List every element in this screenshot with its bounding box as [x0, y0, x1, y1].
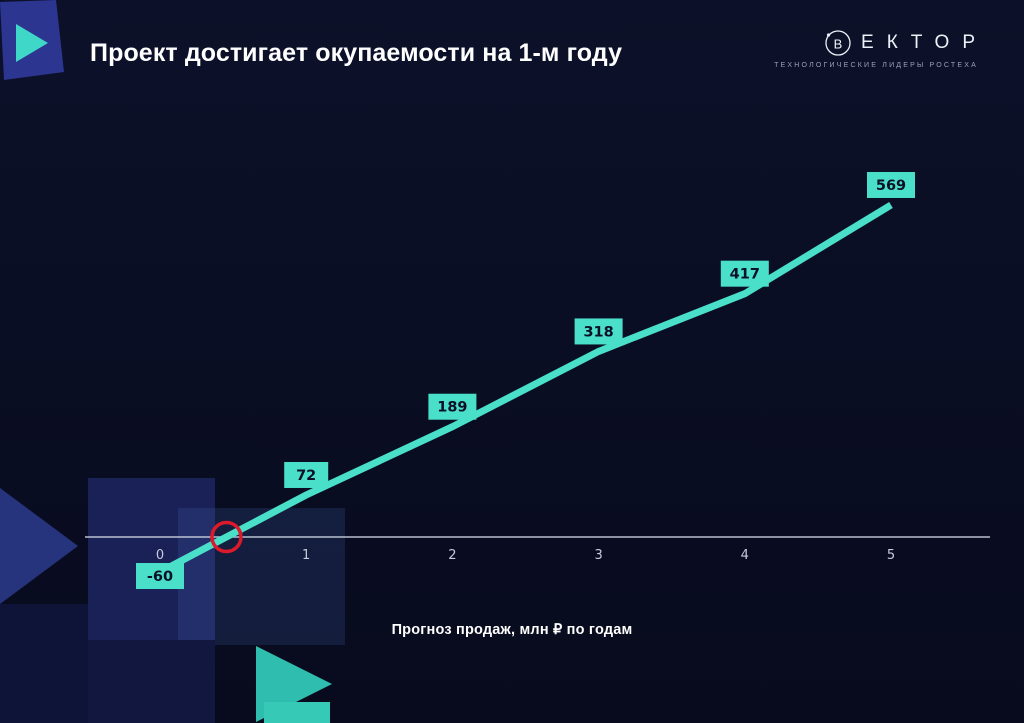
data-label-value: 318: [583, 324, 613, 340]
x-tick-label: 1: [302, 548, 310, 563]
data-label-box: [574, 318, 623, 345]
page-title: Проект достигает окупаемости на 1-м году: [90, 39, 623, 67]
data-label-box: [428, 393, 477, 420]
x-tick-label: 2: [448, 548, 456, 563]
brand-logo-row: В ЕКТОР: [774, 28, 988, 58]
x-tick-label: 3: [594, 548, 602, 563]
brand-circle-icon: В: [825, 30, 851, 56]
data-label-box: [867, 171, 915, 198]
data-label-value: 417: [730, 267, 760, 283]
brand-letters: ЕКТОР: [861, 32, 988, 53]
brand-tagline: ТЕХНОЛОГИЧЕСКИЕ ЛИДЕРЫ РОСТЕХА: [774, 62, 978, 69]
chart-caption: Прогноз продаж, млн ₽ по годам: [391, 622, 633, 638]
data-label-box: [284, 461, 329, 488]
trend-line: [158, 201, 893, 576]
x-tick-label: 0: [156, 548, 164, 563]
brand-logo: В ЕКТОР ТЕХНОЛОГИЧЕСКИЕ ЛИДЕРЫ РОСТЕХА: [774, 28, 988, 69]
data-label-value: 189: [437, 400, 467, 416]
x-tick-label: 5: [887, 548, 895, 563]
data-label-box: [136, 563, 184, 590]
x-tick-label: 4: [741, 548, 749, 563]
data-label-value: 72: [296, 468, 316, 484]
brand-mark-letter: В: [834, 37, 843, 52]
breakeven-circle-marker: [210, 520, 243, 554]
data-label-value: 569: [876, 178, 906, 194]
data-label-value: -60: [147, 569, 173, 585]
data-label-box: [720, 260, 769, 287]
